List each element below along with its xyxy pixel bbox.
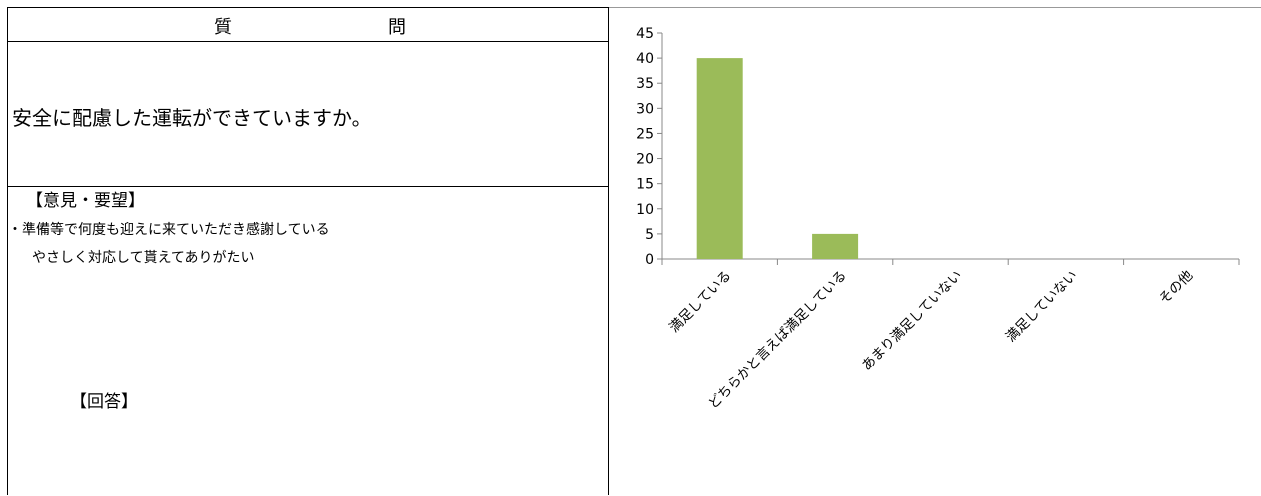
header-char-2: 問 (388, 17, 406, 38)
category-label: あまり満足していない (859, 268, 965, 374)
y-tick-label: 10 (636, 202, 654, 218)
question-text: 安全に配慮した運転ができていますか。 (12, 106, 372, 130)
question-cell: 安全に配慮した運転ができていますか。 (8, 42, 608, 187)
y-tick-label: 40 (636, 51, 654, 67)
x-axis (661, 258, 1240, 265)
bar (812, 233, 859, 259)
y-axis: 0 5 10 15 20 25 30 35 40 45 (636, 26, 663, 268)
bar (696, 58, 743, 259)
bar-chart: 0 5 10 15 20 25 30 35 40 45 満足しているどちらかと言えば満足しているあ… (636, 26, 1240, 413)
y-tick-label: 0 (645, 252, 654, 268)
answer-heading: 【回答】 (70, 392, 138, 412)
y-tick-label: 5 (645, 227, 654, 243)
y-tick-label: 25 (636, 126, 654, 142)
opinion-line-1: ・準備等で何度も迎えに来ていただき感謝している (8, 222, 330, 238)
opinion-line-2: やさしく対応して貰えてありがたい (32, 250, 255, 266)
y-tick-label: 15 (636, 177, 654, 193)
opinion-heading: 【意見・要望】 (26, 191, 145, 211)
y-tick-label: 30 (636, 101, 654, 117)
question-table: 質 問 安全に配慮した運転ができていますか。 【意見・要望】 ・準備等で何度も迎… (7, 7, 609, 495)
y-tick-label: 45 (636, 26, 654, 42)
category-label: その他 (1156, 268, 1196, 308)
category-label: どちらかと言えば満足している (705, 268, 850, 413)
question-header: 質 問 (8, 8, 608, 42)
chart-panel: 0 5 10 15 20 25 30 35 40 45 満足している どちらかと言えば満足しているあ… (609, 7, 1261, 495)
category-label: 満足していない (1003, 268, 1081, 346)
y-tick-label: 35 (636, 76, 654, 92)
bars (696, 58, 859, 259)
category-label: 満足している (666, 268, 734, 336)
header-char-1: 質 (214, 17, 232, 38)
y-tick-label: 20 (636, 152, 654, 168)
